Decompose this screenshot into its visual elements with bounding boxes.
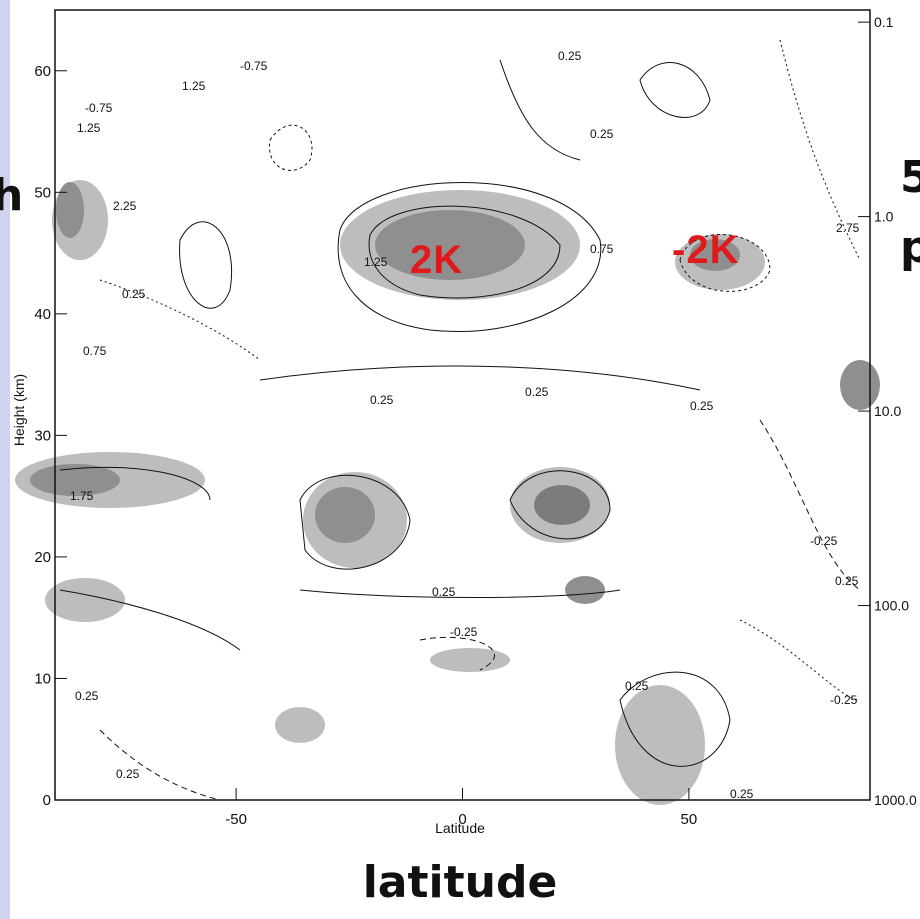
shade-region <box>565 576 605 604</box>
shade-region <box>56 182 84 238</box>
contour-label: 1.25 <box>77 121 101 135</box>
contour-label: 0.25 <box>370 393 394 407</box>
contour-line <box>299 474 411 570</box>
y-right-tick-label: 0.1 <box>874 14 894 30</box>
contour-label: 0.25 <box>625 679 649 693</box>
contour-line <box>259 365 701 391</box>
contour-label: 2.25 <box>113 199 137 213</box>
y-axis-title: Height (km) <box>11 374 27 446</box>
y-tick-label: 40 <box>34 306 51 323</box>
shade-region <box>690 239 740 271</box>
plot-frame <box>54 9 871 801</box>
contour-label: -0.75 <box>85 101 113 115</box>
contour-line <box>299 589 621 598</box>
contour-line <box>759 419 861 591</box>
contour-line <box>509 470 611 540</box>
left-tick-labels: 0 10 20 30 40 50 60 <box>34 63 51 809</box>
contour-label: 0.25 <box>116 767 140 781</box>
contour-label: 0.75 <box>83 344 107 358</box>
shade-region <box>275 707 325 743</box>
right-tick-labels: 1000.0 100.0 10.0 1.0 0.1 <box>874 14 917 808</box>
edge-glyph-right-top: 5 <box>900 152 920 203</box>
contour-label: -0.25 <box>830 693 858 707</box>
contour-lines <box>59 39 861 801</box>
edge-glyph-right-bottom: p <box>900 222 920 273</box>
x-tick-label: 0 <box>458 811 466 828</box>
y-tick-label: 30 <box>34 427 51 444</box>
x-tick-label: -50 <box>225 811 247 828</box>
contour-label: 0.25 <box>835 574 859 588</box>
shade-region <box>615 685 705 805</box>
contour-label: 0.25 <box>122 287 146 301</box>
contour-label: 1.25 <box>182 79 206 93</box>
y-tick-label: 60 <box>34 63 51 80</box>
slide-xlabel: latitude <box>362 857 558 908</box>
slide-left-strip <box>0 0 10 919</box>
bottom-tick-labels: -50 0 50 <box>225 811 697 828</box>
contour-line <box>368 205 561 299</box>
y-right-tick-label: 100.0 <box>874 598 909 614</box>
edge-glyph-left: h <box>0 170 24 221</box>
contour-label: 0.25 <box>75 689 99 703</box>
y-tick-label: 0 <box>43 792 51 809</box>
y-tick-label: 20 <box>34 549 51 566</box>
y-right-tick-label: 1000.0 <box>874 792 917 808</box>
y-tick-label: 50 <box>34 184 51 201</box>
contour-label: 0.25 <box>525 385 549 399</box>
x-tick-label: 50 <box>681 811 698 828</box>
annotation-2k: 2K <box>410 238 464 282</box>
contour-label: 1.25 <box>364 255 388 269</box>
left-ticks <box>55 70 67 801</box>
contour-line <box>619 671 731 767</box>
contour-line <box>59 466 211 501</box>
contour-line <box>639 62 711 118</box>
shade-region <box>375 210 525 280</box>
shade-region <box>315 487 375 543</box>
contour-label: 1.75 <box>70 489 94 503</box>
contour-line <box>99 729 221 801</box>
y-right-tick-label: 1.0 <box>874 209 894 225</box>
contour-line <box>179 221 232 309</box>
contour-label: -0.25 <box>450 625 478 639</box>
contour-label: 2.75 <box>836 221 860 235</box>
contour-line <box>99 279 261 361</box>
contour-line <box>739 619 861 701</box>
contour-label: 0.25 <box>590 127 614 141</box>
shade-region <box>45 578 125 622</box>
shade-region <box>534 485 590 525</box>
right-ticks <box>858 21 870 801</box>
contour-label: 0.75 <box>590 242 614 256</box>
contour-label: 0.25 <box>432 585 456 599</box>
contour-labels: 0.25 0.25 0.25 0.25 0.25 -0.25 0.25 0.25… <box>70 49 860 801</box>
bottom-ticks <box>235 788 690 800</box>
y-tick-label: 10 <box>34 670 51 687</box>
y-right-tick-label: 10.0 <box>874 403 901 419</box>
shade-region <box>30 464 120 496</box>
contour-line <box>59 589 241 651</box>
contour-label: 0.25 <box>690 399 714 413</box>
contour-line <box>419 636 495 671</box>
contour-label: 0.25 <box>730 787 754 801</box>
contour-line <box>269 124 313 171</box>
x-axis-title: Latitude <box>435 820 485 836</box>
contour-line <box>499 59 581 161</box>
contour-label: -0.75 <box>240 59 268 73</box>
annotation-minus-2k: -2K <box>672 228 740 272</box>
contour-line <box>779 39 861 261</box>
shade-region <box>430 648 510 672</box>
contour-label: -0.25 <box>810 534 838 548</box>
contour-label: 0.25 <box>558 49 582 63</box>
contour-line <box>679 234 771 292</box>
contour-line <box>337 182 602 332</box>
